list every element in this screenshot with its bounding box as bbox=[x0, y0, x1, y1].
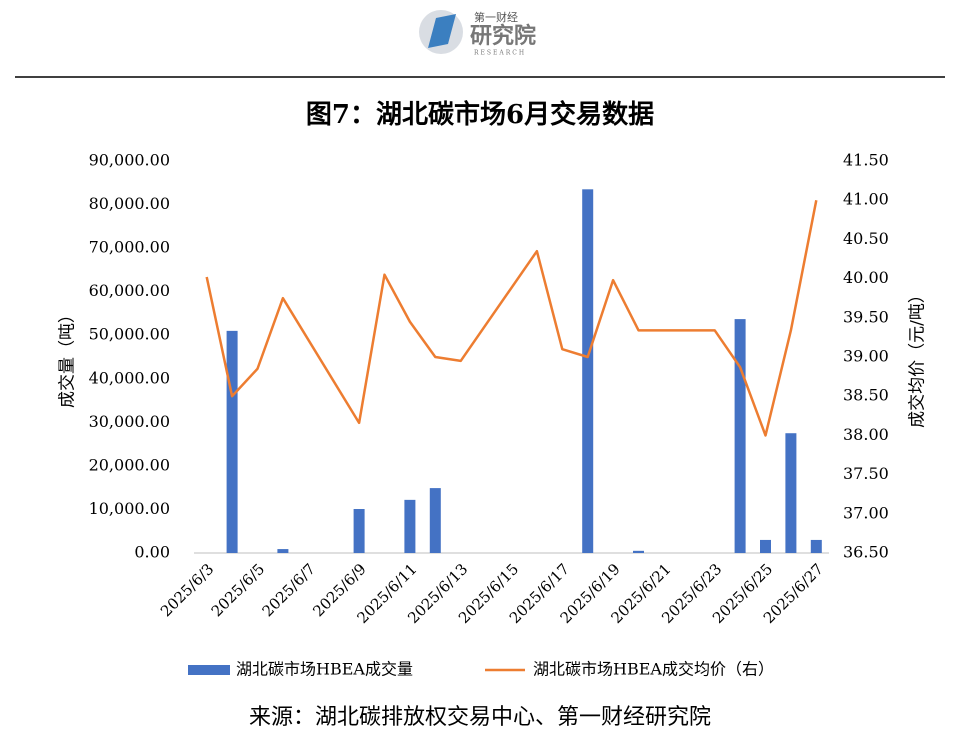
x-tick-label: 2025/6/3 bbox=[157, 560, 217, 620]
legend-label: 湖北碳市场HBEA成交量 bbox=[236, 660, 413, 679]
y2-tick-label: 41.50 bbox=[843, 151, 889, 170]
bar bbox=[785, 433, 797, 553]
y2-tick-label: 41.00 bbox=[843, 190, 889, 209]
bar bbox=[810, 539, 822, 553]
chart-title: 图7：湖北碳市场6月交易数据 bbox=[306, 99, 654, 130]
source-note: 来源：湖北碳排放权交易中心、第一财经研究院 bbox=[249, 705, 711, 730]
bar bbox=[429, 488, 441, 553]
logo-icon-shape bbox=[428, 14, 456, 48]
line bbox=[205, 199, 818, 437]
y2-tick-label: 37.50 bbox=[843, 464, 889, 483]
bar bbox=[633, 550, 644, 553]
y2-tick-label: 37.00 bbox=[843, 503, 889, 522]
y2-tick-label: 36.50 bbox=[843, 543, 889, 562]
bar bbox=[734, 319, 746, 553]
x-tick-label: 2025/6/7 bbox=[259, 560, 319, 620]
bar bbox=[226, 330, 238, 553]
bar bbox=[404, 499, 416, 553]
bar bbox=[582, 189, 594, 554]
bar bbox=[760, 539, 771, 553]
y-tick-label: 70,000.00 bbox=[89, 238, 170, 257]
legend-label: 湖北碳市场HBEA成交均价（右） bbox=[533, 660, 774, 679]
logo-sub: RESEARCH bbox=[474, 50, 526, 57]
y-tick-label: 20,000.00 bbox=[89, 455, 170, 474]
y2-tick-label: 39.50 bbox=[843, 307, 889, 326]
bar bbox=[277, 549, 289, 553]
logo-main: 研究院 bbox=[470, 23, 536, 49]
y-tick-label: 80,000.00 bbox=[89, 194, 170, 213]
y2-axis-label: 成交均价（元/吨） bbox=[908, 286, 928, 428]
x-tick-label: 2025/6/5 bbox=[208, 560, 268, 620]
y2-tick-label: 40.50 bbox=[843, 229, 889, 248]
y-tick-label: 50,000.00 bbox=[89, 325, 170, 344]
y-tick-label: 30,000.00 bbox=[89, 412, 170, 431]
y2-tick-label: 38.50 bbox=[843, 386, 889, 405]
y-tick-label: 90,000.00 bbox=[89, 151, 170, 170]
bar bbox=[353, 509, 365, 553]
y2-tick-label: 39.00 bbox=[843, 347, 889, 366]
y2-tick-label: 38.00 bbox=[843, 425, 889, 444]
logo-top: 第一财经 bbox=[474, 10, 518, 24]
y2-tick-label: 40.00 bbox=[843, 268, 889, 287]
y-tick-label: 60,000.00 bbox=[89, 281, 170, 300]
legend-swatch bbox=[188, 665, 230, 675]
y-tick-label: 10,000.00 bbox=[89, 499, 170, 518]
y-tick-label: 40,000.00 bbox=[89, 368, 170, 387]
y-axis-label: 成交量（吨） bbox=[58, 306, 78, 408]
y-tick-label: 0.00 bbox=[134, 543, 170, 562]
